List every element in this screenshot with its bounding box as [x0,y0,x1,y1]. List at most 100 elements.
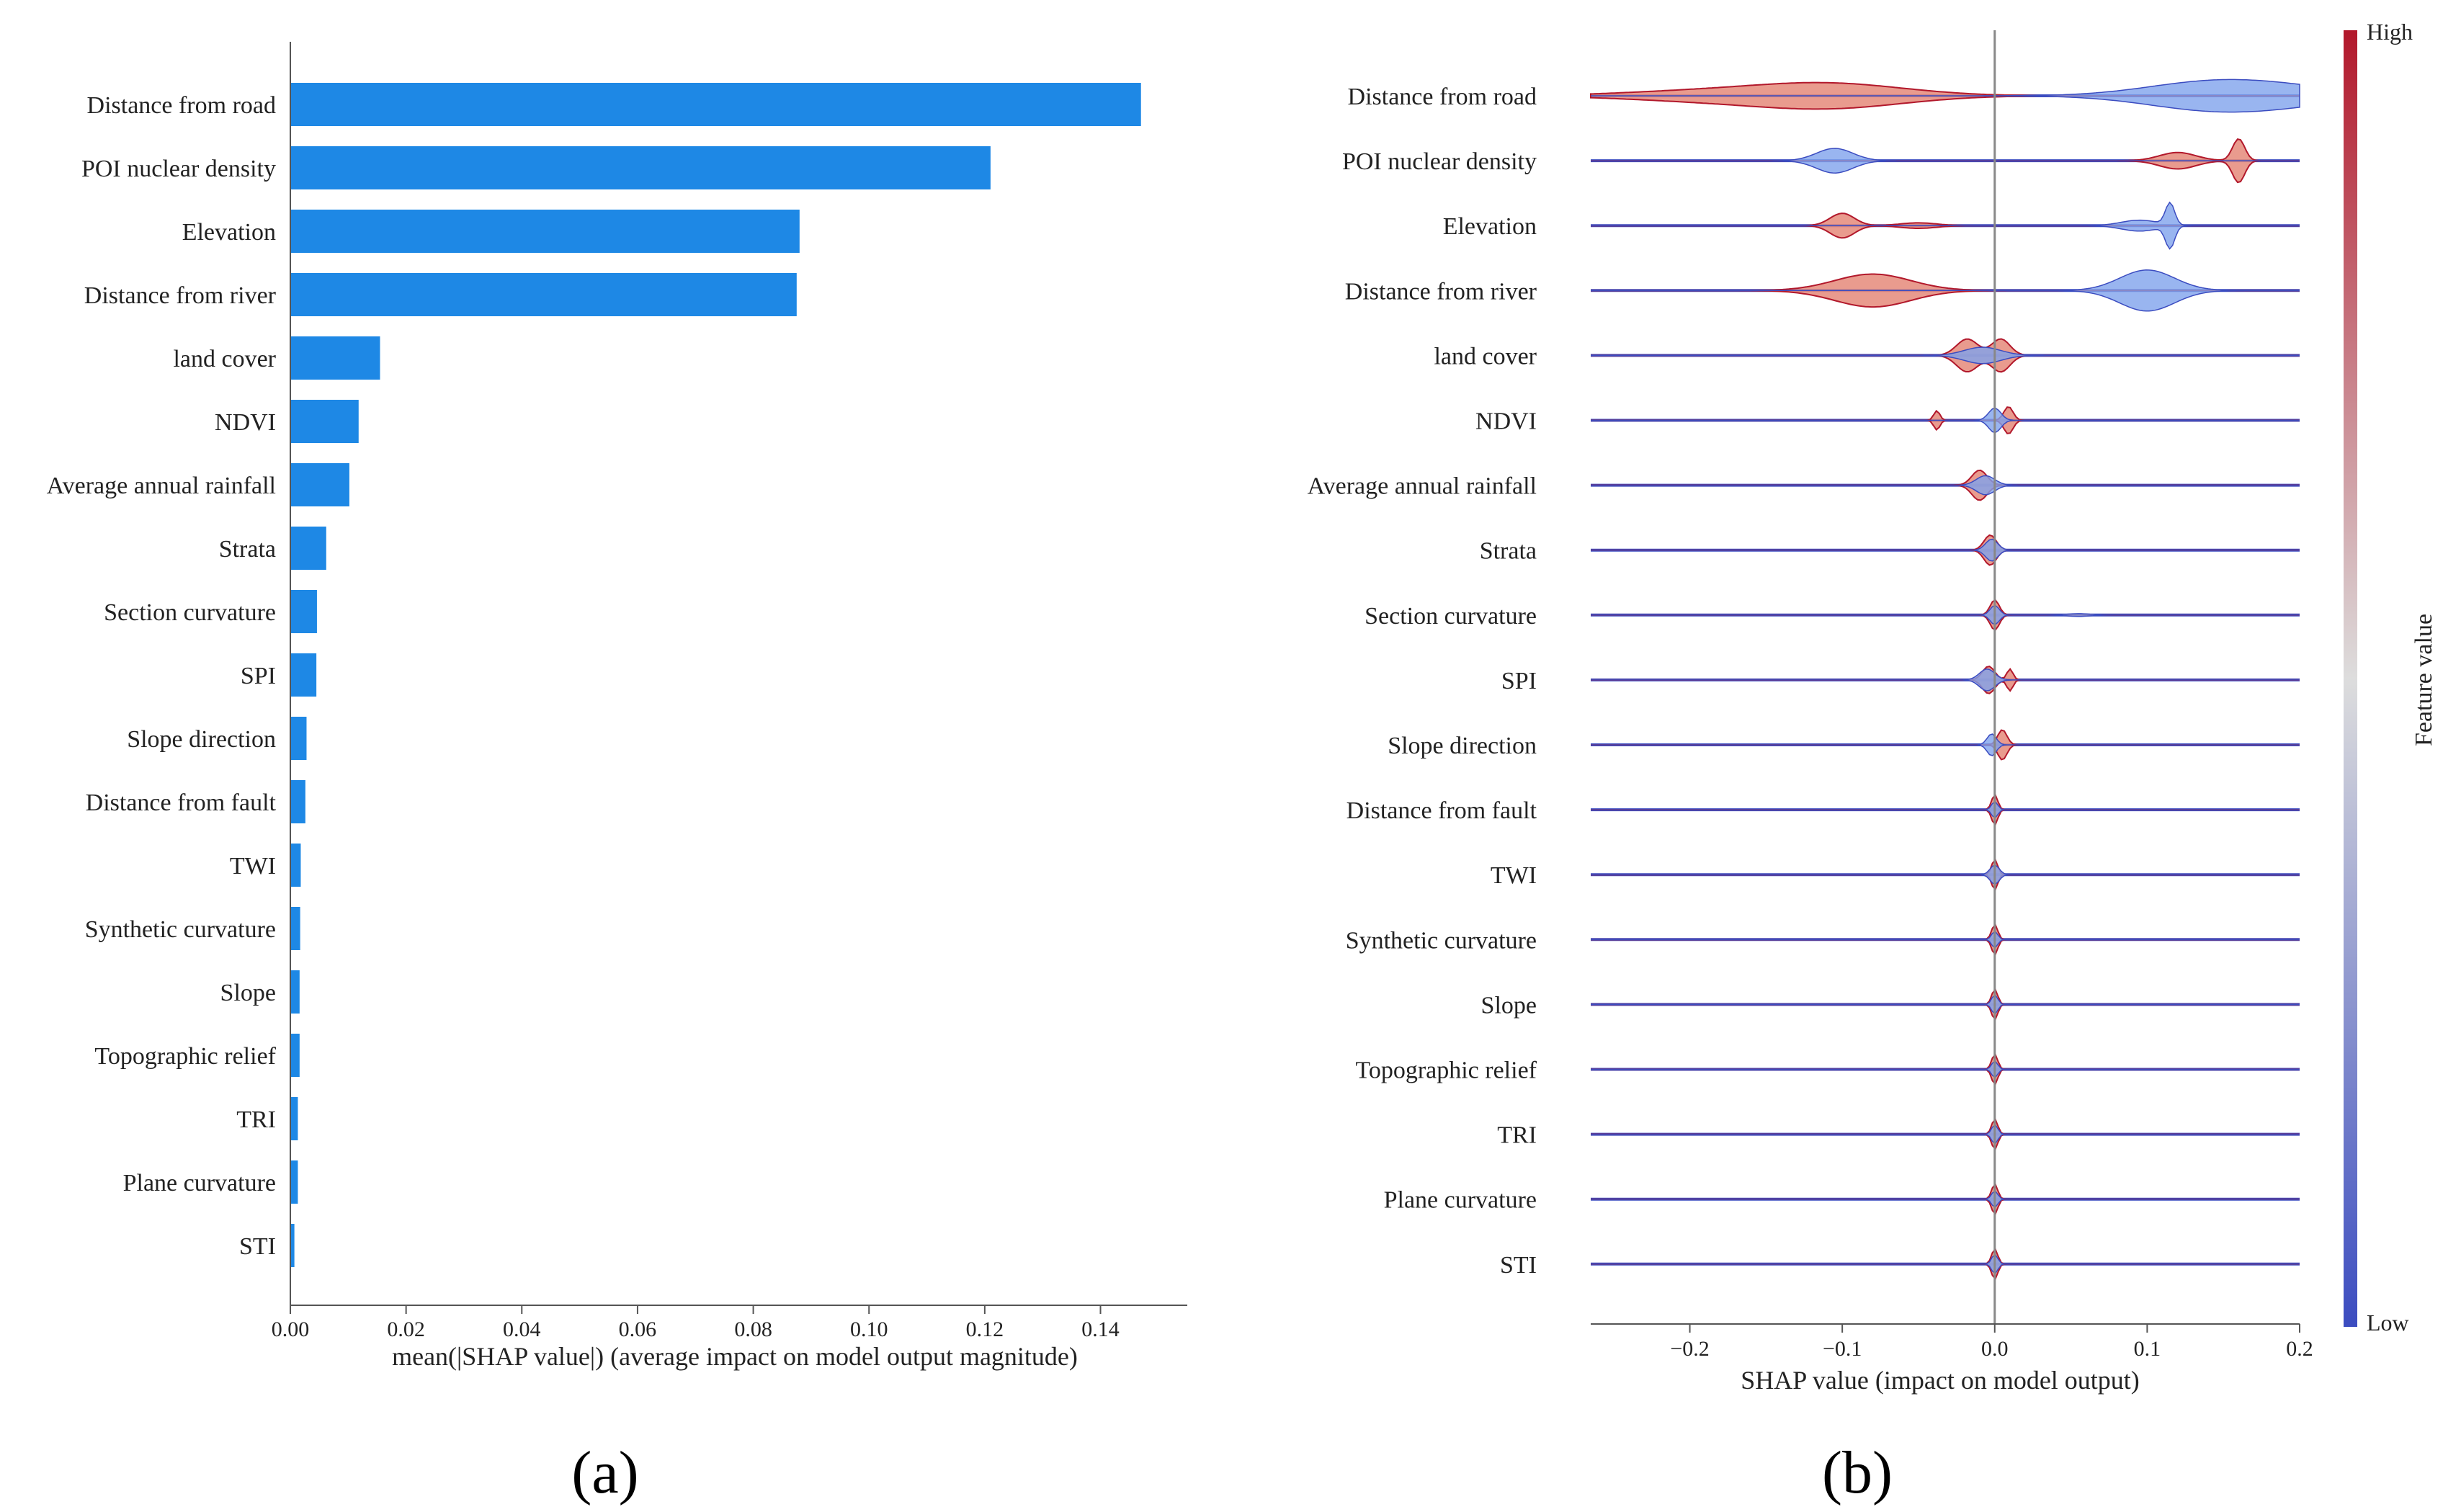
y-tick-label: SPI [1501,668,1537,694]
bar [290,717,307,760]
panel-label-b: (b) [1822,1439,1893,1506]
violin-low [1591,148,2300,174]
bar [290,210,800,253]
y-tick-label: Average annual rainfall [1308,473,1537,500]
violin-low [1591,269,2300,312]
y-tick-label: Plane curvature [123,1170,276,1196]
y-tick-label: Strata [1480,538,1537,565]
y-tick-labels: Distance from road POI nuclear density Ele… [47,92,277,1260]
violin-low [1591,1253,2300,1274]
y-tick-label: TRI [1497,1122,1537,1149]
colorbar: High Low Feature value [2344,19,2437,1336]
violin-low [1591,79,2300,113]
x-tick-label: 0.0 [1981,1337,2009,1361]
x-tick-label: 0.02 [387,1318,425,1341]
bar [290,1160,298,1204]
y-tick-label: POI nuclear density [1342,148,1537,175]
y-tick-label: TWI [230,853,276,880]
y-tick-label: Synthetic curvature [85,916,276,943]
bar [290,970,300,1014]
x-tick-label: 0.2 [2286,1337,2313,1361]
violin-low [1591,1060,2300,1078]
y-tick-label: Synthetic curvature [1346,927,1537,954]
y-tick-label: Slope [220,980,276,1006]
violin-low [1591,1124,2300,1145]
x-axis-label: mean(|SHAP value|) (average impact on mo… [392,1342,1078,1371]
bar [290,590,317,633]
y-tick-label: Slope direction [1388,733,1537,759]
bar-chart-panel: Distance from road POI nuclear density Ele… [47,42,1187,1371]
x-tick-labels: 0.00 0.02 0.04 0.06 0.08 0.10 0.12 0.14 [272,1305,1120,1341]
bar [290,400,359,443]
violin-low [1591,475,2300,496]
violin-low [1591,201,2300,250]
x-tick-label: 0.00 [272,1318,310,1341]
bar [290,527,326,570]
y-tick-label: Elevation [1443,213,1537,240]
y-tick-label: Distance from fault [86,789,277,816]
y-tick-label: Distance from road [87,92,276,119]
y-tick-label: Distance from fault [1346,797,1537,824]
colorbar-title: Feature value [2411,614,2437,746]
y-tick-label: Section curvature [104,599,276,626]
bar [290,907,300,950]
violin-low [1591,538,2300,562]
y-tick-label: Plane curvature [1384,1187,1537,1214]
y-tick-label: Elevation [182,219,276,246]
y-tick-label: NDVI [215,409,276,436]
x-tick-label: 0.10 [850,1318,888,1341]
x-tick-label: −0.2 [1670,1337,1709,1361]
y-tick-label: Strata [219,536,276,563]
violin-low [1591,668,2300,692]
x-tick-label: 0.1 [2134,1337,2161,1361]
violin-low [1591,864,2300,885]
y-tick-label: TWI [1491,862,1537,889]
y-tick-labels: Distance from road POI nuclear density Ele… [1308,84,1537,1279]
y-tick-label: Topographic relief [94,1043,276,1070]
y-tick-label: Section curvature [1365,603,1537,630]
bar [290,1097,298,1140]
axes [290,42,1187,1306]
colorbar-gradient [2344,30,2357,1327]
y-tick-label: land cover [1434,343,1537,370]
y-tick-label: Distance from river [1345,278,1537,305]
y-tick-label: TRI [236,1106,276,1133]
panel-label-a: (a) [571,1439,638,1506]
violin-low [1591,1190,2300,1208]
y-tick-label: STI [1500,1252,1537,1279]
violin-low [1591,346,2300,364]
bar [290,146,991,189]
x-tick-label: 0.06 [619,1318,657,1341]
violin-chart-panel: Distance from road POI nuclear density Ele… [1308,19,2437,1395]
violin-low [1591,994,2300,1015]
y-tick-label: Distance from river [84,282,277,309]
x-axis-label: SHAP value (impact on model output) [1741,1366,2140,1395]
violin-series [1590,79,2300,1281]
bar [290,273,797,316]
violin-low [1591,931,2300,949]
x-tick-label: −0.1 [1823,1337,1862,1361]
bar [290,780,305,823]
y-tick-label: Average annual rainfall [47,473,276,499]
bar [290,336,380,380]
bar [290,653,317,697]
bar [290,463,349,506]
y-tick-label: Distance from road [1348,84,1537,110]
y-tick-label: Slope [1481,992,1537,1019]
y-tick-label: Slope direction [127,726,276,753]
bar-series [290,83,1141,1267]
x-tick-label: 0.08 [734,1318,772,1341]
x-tick-labels: −0.2 −0.1 0.0 0.1 0.2 [1670,1324,2313,1361]
y-tick-label: STI [239,1233,276,1260]
bar [290,83,1141,126]
violin-low [1591,604,2300,625]
x-tick-label: 0.04 [503,1318,541,1341]
bar [290,1034,300,1077]
x-tick-label: 0.14 [1081,1318,1120,1341]
y-tick-label: Topographic relief [1355,1057,1537,1084]
y-tick-label: SPI [241,663,276,689]
colorbar-low-label: Low [2367,1310,2409,1336]
bar [290,844,301,887]
violin-low [1591,407,2300,434]
